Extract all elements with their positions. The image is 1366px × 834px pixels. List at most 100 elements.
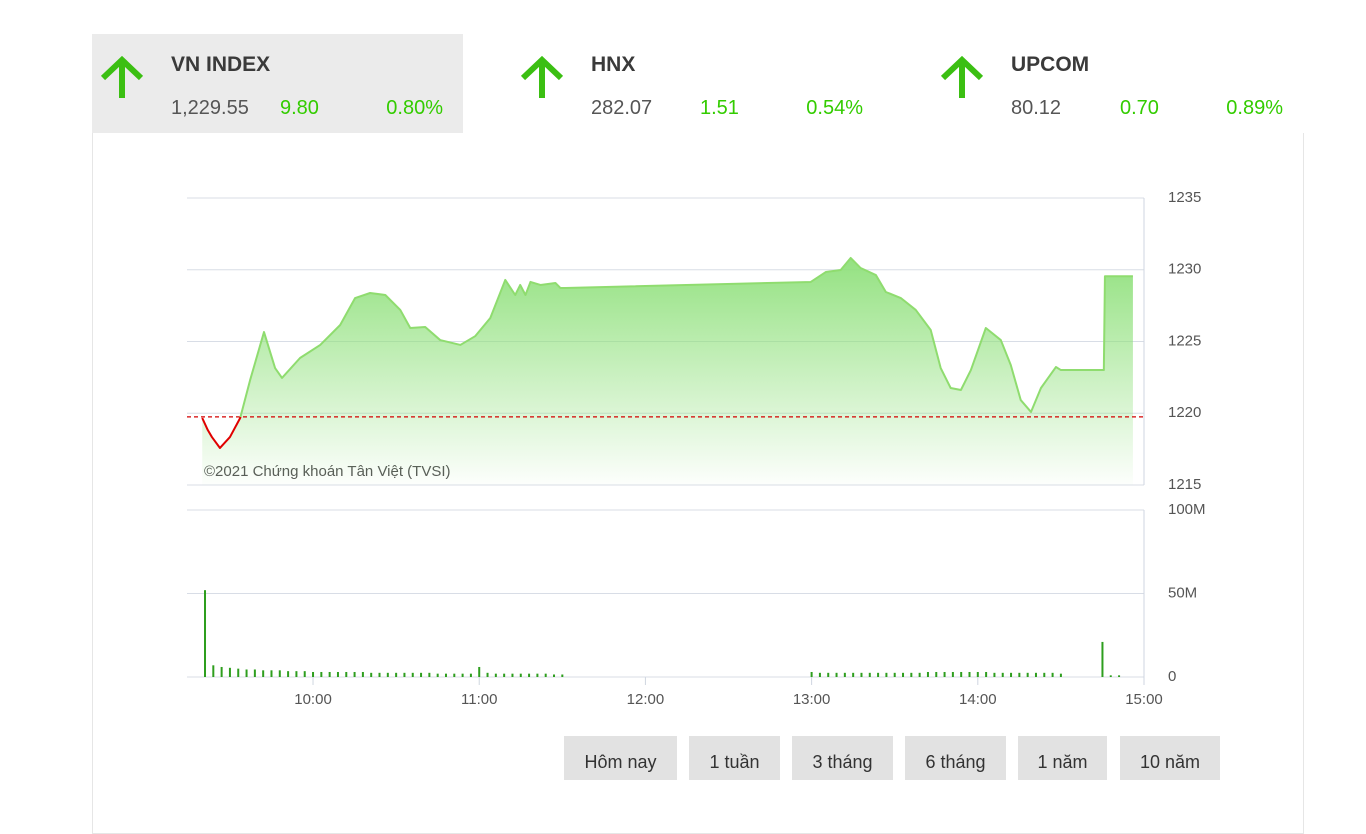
y-tick-label: 1215 <box>1168 476 1201 493</box>
index-tab[interactable]: HNX 282.07 1.51 0.54% <box>512 34 883 133</box>
x-tick-label: 11:00 <box>461 691 497 708</box>
volume-bar <box>951 671 954 677</box>
volume-bar <box>428 672 431 677</box>
volume-bar <box>976 671 979 677</box>
volume-bar <box>843 672 846 677</box>
volume-bar <box>1118 675 1121 677</box>
volume-bar <box>436 673 439 677</box>
price-line <box>201 256 1133 449</box>
y-tick-label: 1220 <box>1168 404 1201 421</box>
y-tick-label: 100M <box>1168 501 1206 518</box>
volume-bar <box>885 672 888 677</box>
y-tick-label: 1230 <box>1168 261 1201 278</box>
page: {"indices": [ {"name": "VN INDEX", "valu… <box>92 34 1304 834</box>
volume-bar <box>212 665 215 677</box>
volume-bar <box>1001 672 1004 677</box>
x-tick-label: 12:00 <box>627 691 665 708</box>
volume-bar <box>370 672 373 677</box>
volume-bar <box>1010 672 1013 677</box>
volume-bar <box>968 671 971 677</box>
index-change: 1.51 <box>700 97 739 119</box>
range-button[interactable]: 1 tuần <box>689 736 780 780</box>
volume-bar <box>320 671 323 677</box>
index-percent: 0.54% <box>806 97 863 119</box>
volume-bar <box>494 673 497 677</box>
volume-bar <box>295 671 298 677</box>
volume-bar <box>228 667 231 677</box>
y-tick-label: 50M <box>1168 584 1197 601</box>
up-arrow <box>940 56 984 98</box>
range-button[interactable]: 3 tháng <box>792 736 893 780</box>
volume-bar <box>943 671 946 677</box>
x-tick-label: 14:00 <box>959 691 997 708</box>
volume-bar <box>852 672 855 677</box>
range-button[interactable]: 6 tháng <box>905 736 1006 780</box>
volume-bar <box>420 672 423 677</box>
volume-bar <box>810 671 813 677</box>
index-name: VN INDEX <box>171 53 271 76</box>
volume-bar <box>336 671 339 677</box>
index-percent: 0.80% <box>386 97 443 119</box>
y-tick-label: 0 <box>1168 668 1176 685</box>
volume-bar <box>253 669 256 677</box>
x-tick-label: 10:00 <box>294 691 332 708</box>
volume-bar <box>220 666 223 677</box>
volume-bar <box>918 672 921 677</box>
volume-bar <box>553 674 556 677</box>
volume-bar <box>528 673 531 677</box>
volume-bar <box>993 672 996 677</box>
volume-bar <box>444 673 447 677</box>
index-tab[interactable]: UPCOM 80.12 0.70 0.89% <box>932 34 1303 133</box>
range-button[interactable]: 10 năm <box>1120 736 1220 780</box>
volume-bar <box>395 672 398 677</box>
volume-bar <box>860 672 863 677</box>
volume-bar <box>1051 672 1054 677</box>
index-value: 80.12 <box>1011 97 1062 119</box>
volume-bar <box>1101 641 1104 677</box>
volume-bar <box>1018 672 1021 677</box>
volume-bar <box>868 672 871 677</box>
volume-bar <box>386 672 389 677</box>
volume-bar <box>461 673 464 677</box>
volume-bar <box>511 673 514 677</box>
y-tick-label: 1235 <box>1168 189 1201 206</box>
y-tick-label: 1225 <box>1168 332 1201 349</box>
volume-bar <box>1043 672 1046 677</box>
volume-bar <box>453 673 456 677</box>
volume-bar <box>270 670 273 677</box>
volume-bar <box>262 670 265 677</box>
x-tick-label: 15:00 <box>1125 691 1163 708</box>
volume-bar <box>893 672 896 677</box>
volume-bar <box>1034 672 1037 677</box>
volume-bar <box>536 673 539 677</box>
volume-bar <box>204 590 207 677</box>
index-change: 0.70 <box>1120 97 1159 119</box>
volume-bar <box>827 672 830 677</box>
volume-bar <box>345 671 348 677</box>
volume-bar <box>544 673 547 677</box>
volume-bar <box>926 671 929 677</box>
volume-bar <box>411 672 414 677</box>
volume-bar <box>519 673 522 677</box>
volume-bar <box>353 671 356 677</box>
volume-bar <box>1026 672 1029 677</box>
volume-bar <box>278 670 281 677</box>
volume-bar <box>561 674 564 677</box>
x-tick-label: 13:00 <box>793 691 831 708</box>
volume-bar <box>312 671 315 677</box>
up-arrow <box>520 56 564 98</box>
range-button[interactable]: Hôm nay <box>564 736 677 780</box>
volume-bar <box>902 672 905 677</box>
price-area <box>202 257 1133 485</box>
range-button[interactable]: 1 năm <box>1018 736 1107 780</box>
volume-bar <box>303 671 306 677</box>
index-value: 282.07 <box>591 97 653 119</box>
volume-bar <box>245 669 248 677</box>
index-value: 1,229.55 <box>171 97 249 119</box>
index-tab[interactable]: VN INDEX 1,229.55 9.80 0.80% <box>92 34 463 133</box>
index-name: HNX <box>591 53 636 76</box>
volume-bar <box>469 673 472 677</box>
volume-bar <box>1109 675 1112 677</box>
volume-bar <box>478 666 481 677</box>
